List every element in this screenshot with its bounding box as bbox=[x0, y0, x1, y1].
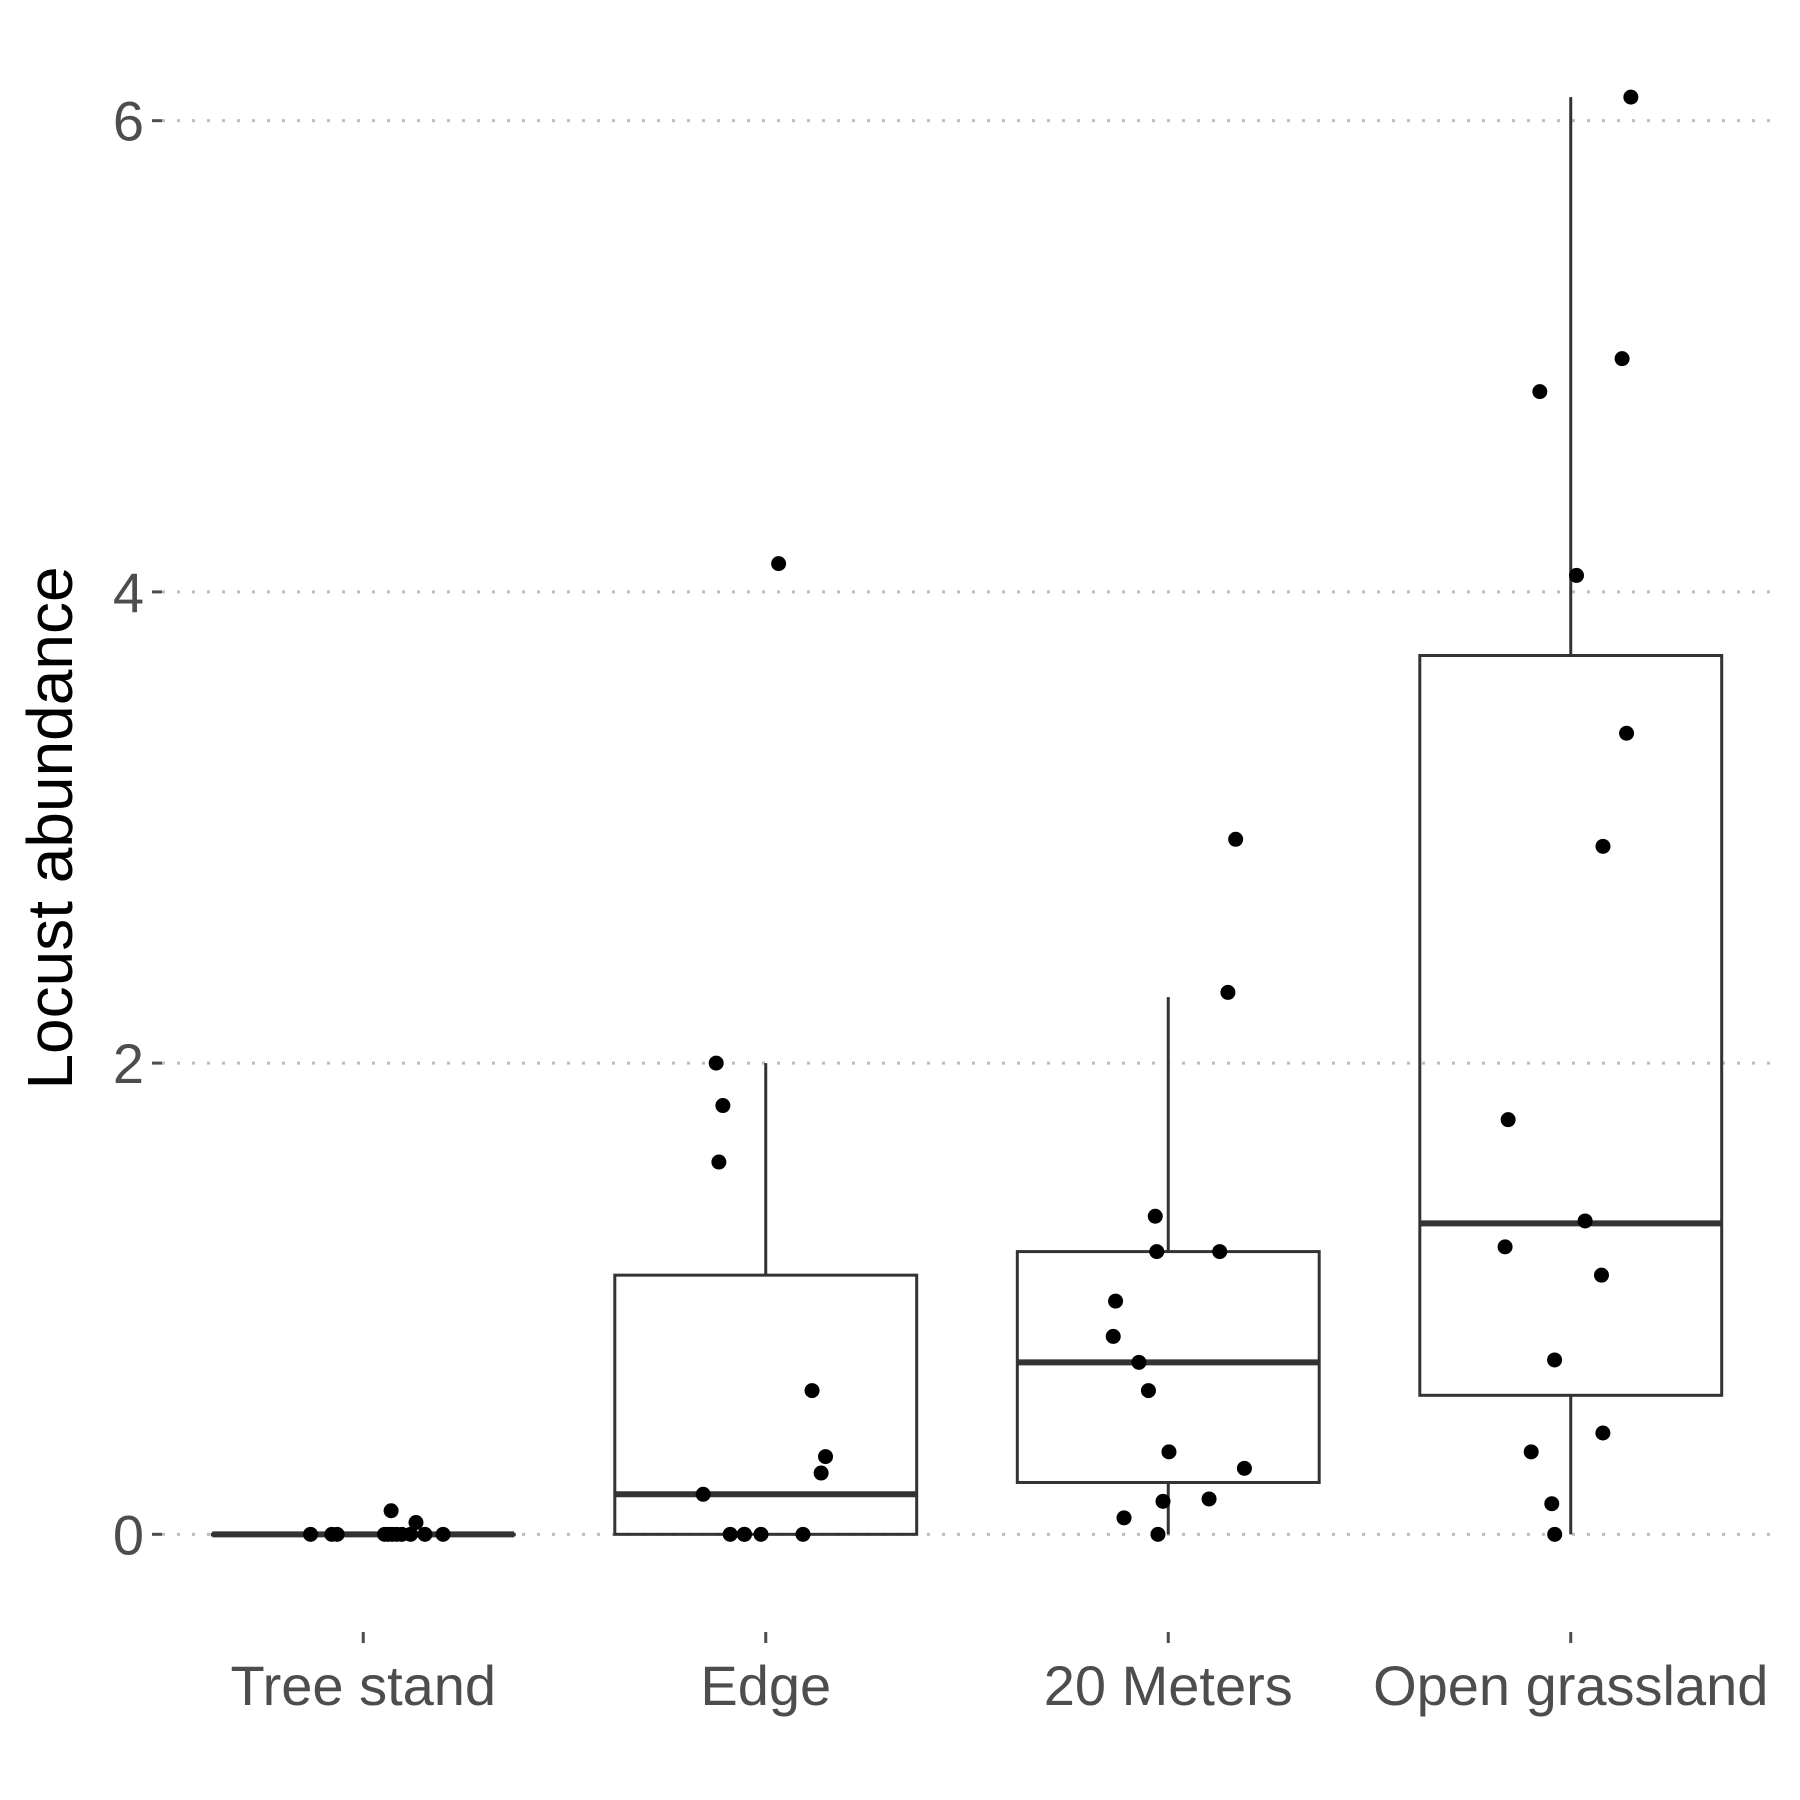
data-point bbox=[1497, 1239, 1513, 1255]
data-point bbox=[1220, 984, 1236, 1000]
x-tick-label: Tree stand bbox=[230, 1654, 496, 1717]
data-point bbox=[1236, 1460, 1252, 1476]
x-tick-label: Edge bbox=[700, 1654, 831, 1717]
data-point bbox=[737, 1526, 753, 1542]
y-axis-title: Locust abundance bbox=[14, 566, 86, 1089]
data-point bbox=[753, 1526, 769, 1542]
data-point bbox=[403, 1526, 419, 1542]
data-point bbox=[1569, 567, 1585, 583]
data-point bbox=[1131, 1354, 1147, 1370]
x-tick-label: Open grassland bbox=[1373, 1654, 1768, 1717]
axis-layer: 0 2 4 6 Tree stand Edge 20 Meters Open grasslan… bbox=[113, 90, 1769, 1717]
data-point bbox=[711, 1154, 727, 1170]
points-20-meters bbox=[1105, 831, 1252, 1542]
data-point bbox=[722, 1526, 738, 1542]
data-point bbox=[1116, 1510, 1132, 1526]
data-point bbox=[1149, 1244, 1165, 1260]
data-point bbox=[1593, 1267, 1609, 1283]
points-tree-stand bbox=[303, 1503, 451, 1542]
y-tick-label: 2 bbox=[113, 1032, 144, 1095]
box-body bbox=[1015, 1250, 1321, 1484]
x-tick-label: 20 Meters bbox=[1044, 1654, 1293, 1717]
data-point bbox=[1595, 838, 1611, 854]
y-tick-label: 4 bbox=[113, 561, 144, 624]
data-point bbox=[708, 1055, 724, 1071]
data-point bbox=[1523, 1444, 1539, 1460]
data-point bbox=[1623, 89, 1639, 105]
data-point bbox=[795, 1526, 811, 1542]
data-point bbox=[1547, 1526, 1563, 1542]
data-point bbox=[1228, 831, 1244, 847]
data-point bbox=[1547, 1352, 1563, 1368]
data-point bbox=[1619, 725, 1635, 741]
data-point bbox=[435, 1526, 451, 1542]
y-tick-label: 0 bbox=[113, 1503, 144, 1566]
data-point bbox=[1201, 1491, 1217, 1507]
data-point bbox=[1105, 1328, 1121, 1344]
box-layer bbox=[210, 97, 1724, 1538]
data-point bbox=[1500, 1112, 1516, 1128]
data-point bbox=[1108, 1293, 1124, 1309]
data-point bbox=[771, 556, 787, 572]
points-open-grassland bbox=[1497, 89, 1639, 1542]
data-point bbox=[1577, 1213, 1593, 1229]
data-point bbox=[383, 1503, 399, 1519]
data-point bbox=[1532, 384, 1548, 400]
data-point bbox=[1150, 1526, 1166, 1542]
data-point bbox=[1161, 1444, 1177, 1460]
box-tree-stand bbox=[210, 1531, 516, 1538]
data-point bbox=[1544, 1496, 1560, 1512]
data-point bbox=[1147, 1208, 1163, 1224]
box-20-meters bbox=[1015, 997, 1321, 1535]
box-open-grassland bbox=[1418, 97, 1724, 1535]
data-point bbox=[1155, 1493, 1171, 1509]
data-point bbox=[1595, 1425, 1611, 1441]
point-layer bbox=[303, 89, 1639, 1542]
data-point bbox=[804, 1383, 820, 1399]
data-point bbox=[818, 1449, 834, 1465]
data-point bbox=[408, 1515, 424, 1531]
box-body bbox=[1418, 654, 1724, 1397]
box-edge bbox=[613, 1063, 919, 1536]
points-edge bbox=[695, 556, 834, 1542]
y-tick-label: 6 bbox=[113, 90, 144, 153]
data-point bbox=[695, 1486, 711, 1502]
data-point bbox=[417, 1526, 433, 1542]
data-point bbox=[303, 1526, 319, 1542]
data-point bbox=[715, 1098, 731, 1114]
data-point bbox=[329, 1526, 345, 1542]
data-point bbox=[1140, 1383, 1156, 1399]
data-point bbox=[1614, 351, 1630, 367]
data-point bbox=[813, 1465, 829, 1481]
grid-layer bbox=[162, 119, 1772, 1536]
data-point bbox=[1212, 1244, 1228, 1260]
